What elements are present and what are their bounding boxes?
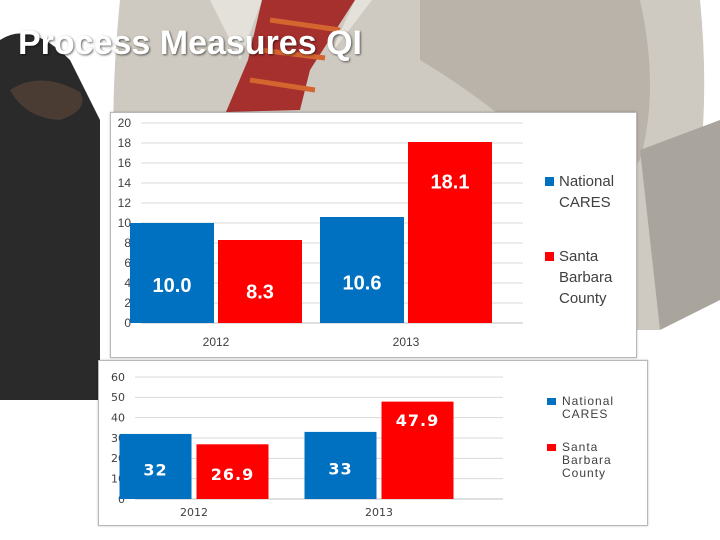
photo-tie-stripes: [249, 17, 341, 93]
data-label: 26.9: [211, 465, 254, 484]
data-label: 32: [143, 460, 167, 479]
legend-swatch-national: [547, 398, 556, 405]
legend-label-santa-barbara: Santa Barbara County: [562, 440, 612, 480]
legend-item-national: National CARES: [547, 395, 647, 421]
y-tick-label: 12: [118, 196, 132, 210]
photo-hand: [10, 80, 83, 120]
photo-collar: [210, 0, 262, 60]
chart-panel-1: 0 2 4 6 8 10 12 14 16 18 20 10.0 8.3 2012 10.6 18.1 2013…: [110, 112, 637, 358]
data-label: 8.3: [246, 281, 274, 303]
legend-swatch-santa-barbara: [547, 444, 556, 451]
photo-left-arm: [0, 33, 100, 400]
legend-swatch-national: [545, 177, 554, 186]
page-title: Process Measures QI: [18, 24, 362, 62]
legend-label-santa-barbara: Santa Barbara County: [559, 248, 613, 307]
bar-santa-barbara-2012: [218, 240, 302, 323]
chart-panel-2: 0 10 20 30 40 50 60 32 26.9 2012 33 47.9 2013 Nation…: [98, 360, 648, 526]
legend-label-national: National CARES: [562, 394, 615, 421]
y-tick-label: 0: [124, 316, 131, 330]
data-label: 47.9: [396, 411, 439, 430]
photo-collar-right: [330, 0, 372, 55]
legend-1: National CARES Santa Barbara County: [545, 171, 635, 309]
data-label: 33: [328, 459, 352, 478]
legend-label-national: National CARES: [559, 173, 615, 211]
x-category-label: 2012: [203, 335, 230, 349]
y-tick-label: 4: [124, 276, 131, 290]
x-category-label: 2013: [393, 335, 420, 349]
legend-item-santa-barbara: Santa Barbara County: [547, 441, 647, 480]
y-tick-label: 20: [118, 116, 132, 130]
data-label: 18.1: [431, 171, 470, 193]
legend-2: National CARES Santa Barbara County: [547, 395, 647, 480]
y-tick-label: 16: [118, 156, 132, 170]
y-tick-label: 18: [118, 136, 132, 150]
chart-1: 0 2 4 6 8 10 12 14 16 18 20 10.0 8.3 2012 10.6 18.1 2013: [118, 116, 523, 349]
y-tick-label: 2: [124, 296, 131, 310]
legend-swatch-santa-barbara: [545, 252, 554, 261]
bar-national-2013: [304, 431, 377, 499]
y-tick-label: 6: [124, 256, 131, 270]
bar-santa-barbara-2013: [408, 142, 492, 323]
bar-santa-barbara-2013: [381, 401, 454, 499]
legend-item-national: National CARES: [545, 171, 635, 213]
y-tick-label: 50: [111, 391, 125, 404]
y-tick-label: 0: [118, 493, 125, 506]
bar-national-2012: [130, 223, 214, 323]
x-category-label: 2012: [180, 506, 208, 519]
data-label: 10.6: [343, 273, 382, 295]
bar-national-2012: [119, 433, 192, 499]
y-tick-label: 14: [118, 176, 132, 190]
x-category-label: 2013: [365, 506, 393, 519]
y-tick-label: 60: [111, 371, 125, 384]
bar-national-2013: [320, 217, 404, 323]
y-tick-label: 40: [111, 412, 125, 425]
y-tick-label: 10: [118, 216, 132, 230]
bar-santa-barbara-2012: [196, 444, 269, 499]
legend-item-santa-barbara: Santa Barbara County: [545, 246, 635, 309]
photo-right-sleeve: [640, 120, 720, 330]
y-tick-label: 8: [124, 236, 131, 250]
data-label: 10.0: [153, 275, 192, 297]
